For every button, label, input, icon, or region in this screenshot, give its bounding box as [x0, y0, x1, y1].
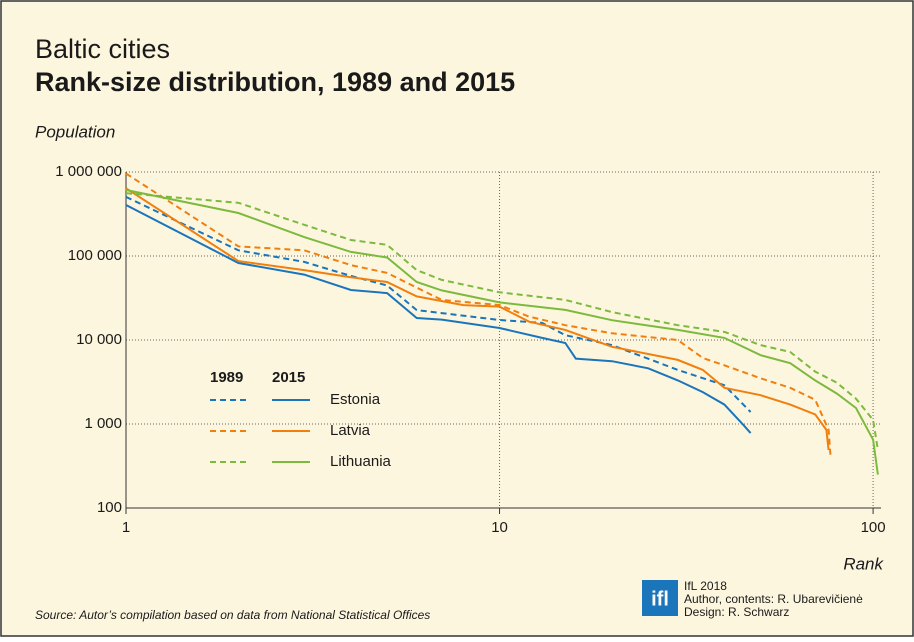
x-tick-label: 10 [491, 519, 508, 536]
y-tick-label: 10 000 [76, 331, 122, 348]
credit: Author, contents: R. Ubarevičienė [684, 592, 863, 606]
chart-subtitle: Rank-size distribution, 1989 and 2015 [35, 67, 515, 97]
series-line [125, 187, 830, 451]
y-tick-label: 100 [97, 499, 122, 516]
source: Source: Autor’s compilation based on dat… [35, 608, 430, 622]
series-line [125, 172, 832, 459]
legend-label: Estonia [330, 391, 381, 408]
x-tick-label: 100 [861, 519, 886, 536]
credit: IfL 2018 [684, 579, 727, 593]
y-tick-label: 1 000 [84, 415, 122, 432]
credit: Design: R. Schwarz [684, 605, 789, 619]
y-tick-label: 100 000 [68, 247, 122, 264]
x-axis-label: Rank [843, 554, 884, 573]
legend-header: 2015 [272, 369, 305, 386]
series-line [125, 189, 879, 475]
legend-header: 1989 [210, 369, 243, 386]
legend-label: Lithuania [330, 453, 392, 470]
y-axis-label: Population [35, 122, 115, 141]
series-line [125, 192, 879, 451]
logo-box [642, 580, 678, 616]
legend-label: Latvia [330, 422, 371, 439]
series-line [125, 195, 752, 413]
chart-title: Baltic cities [35, 34, 170, 64]
x-tick-label: 1 [122, 519, 130, 536]
y-tick-label: 1 000 000 [55, 163, 122, 180]
series-line [125, 204, 752, 434]
logo: ifl [651, 588, 669, 610]
